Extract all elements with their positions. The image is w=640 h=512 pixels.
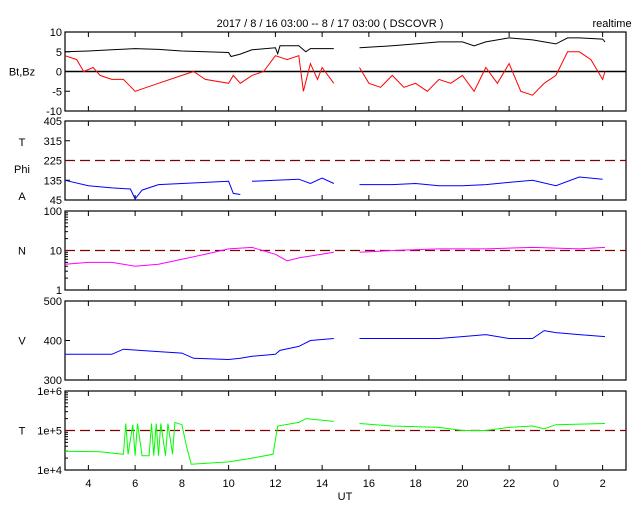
x-tick-label: 2 [600,478,606,490]
y-axis-label-temperature: T [19,426,26,438]
y-tick-label: 45 [50,195,62,207]
x-axis-label: UT [338,491,353,503]
x-tick-label: 14 [316,478,328,490]
x-tick-label: 22 [503,478,515,490]
panel-frame-speed [64,300,627,381]
chart-title: 2017 / 8 / 16 03:00 -- 8 / 17 03:00 ( DS… [217,18,444,30]
series-line-Bz [359,51,606,96]
x-tick-label: 18 [410,478,422,490]
x-tick-label: 10 [223,478,235,490]
y-tick-label: -10 [46,106,62,118]
series-line-Bt [64,45,334,58]
series-line-Phi [251,177,335,185]
series-line-T [359,423,606,431]
y-tick-label: 225 [44,156,62,168]
y-tick-label: -5 [52,86,62,98]
y-tick-label: 135 [44,175,62,187]
series-line-Phi [359,176,603,187]
y-tick-label: 10 [50,246,62,258]
series-line-N [359,246,606,253]
series-line-Bt [359,37,606,49]
series-line-Phi [64,179,241,200]
y-tick-label: 300 [44,375,62,387]
x-tick-label: 16 [363,478,375,490]
y-tick-label: 315 [44,136,62,148]
y-tick-label: 1e+4 [37,465,62,477]
y-tick-label: 500 [44,296,62,308]
x-tick-label: 20 [456,478,468,490]
y-axis-label-phi-angle: Phi [14,164,30,176]
series-line-N [64,246,334,267]
y-tick-label: 1 [56,285,62,297]
y-axis-label-phi-angle: A [18,191,26,203]
x-tick-label: 12 [269,478,281,490]
y-tick-label: 5 [56,47,62,59]
series-line-Bz [64,55,335,92]
y-tick-label: 400 [44,336,62,348]
y-axis-label-phi-angle: T [19,137,26,149]
realtime-label: realtime [592,18,631,30]
series-line-V [65,338,334,361]
y-axis-label-magnetic-field: Bt,Bz [9,67,35,79]
y-tick-label: 100 [44,206,62,218]
y-tick-label: 1e+6 [37,386,62,398]
y-tick-label: 405 [44,116,62,128]
series-line-T [64,418,334,465]
y-axis-label-density: N [18,246,26,258]
x-tick-label: 8 [179,478,185,490]
series-line-V [359,330,606,339]
x-tick-label: 4 [85,478,91,490]
x-tick-label: 0 [553,478,559,490]
y-tick-label: 1e+5 [37,426,62,438]
y-tick-label: 0 [56,67,62,79]
y-axis-label-speed: V [18,336,26,348]
x-tick-label: 6 [132,478,138,490]
y-tick-label: 10 [50,27,62,39]
